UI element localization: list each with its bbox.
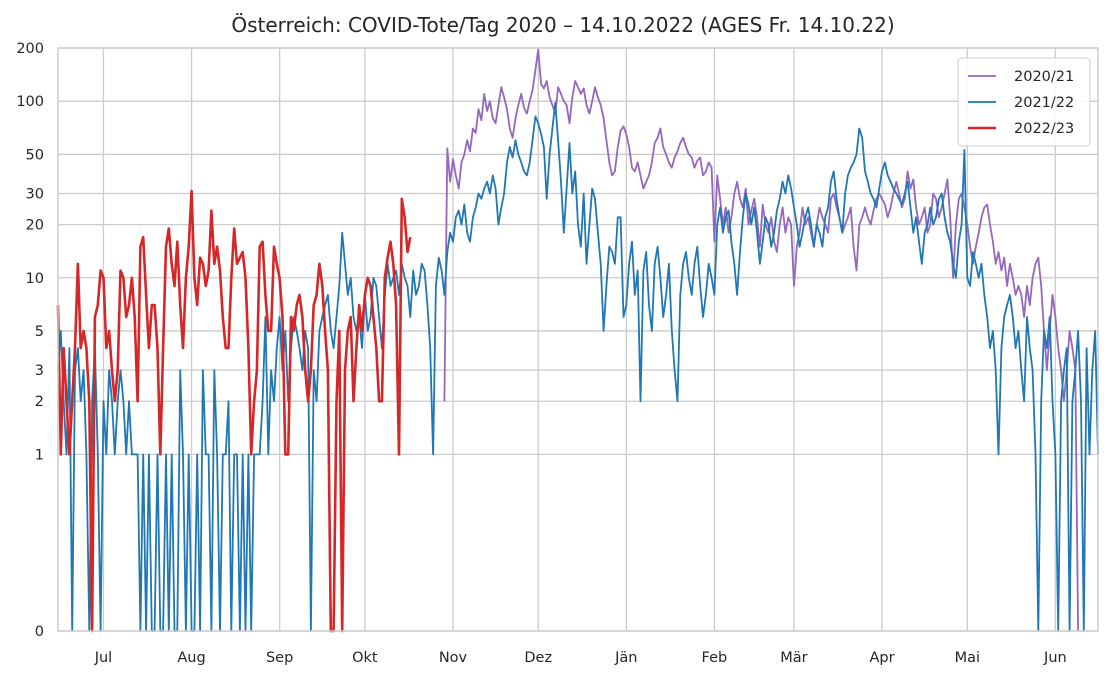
y-tick-label: 3 <box>35 363 44 379</box>
x-tick-label: Jul <box>94 650 113 666</box>
y-tick-label: 0 <box>35 624 44 640</box>
x-tick-label: Feb <box>702 650 728 666</box>
legend: 2020/21 2021/22 2022/23 <box>957 57 1091 147</box>
x-tick-label: Jun <box>1043 650 1067 666</box>
y-tick-label: 200 <box>16 41 44 57</box>
x-tick-label: Dez <box>524 650 552 666</box>
y-tick-label: 10 <box>26 271 44 287</box>
legend-label: 2022/23 <box>1014 121 1074 137</box>
y-tick-label: 50 <box>26 147 44 163</box>
y-axis-ticks: 0 1 2 3 5 10 20 30 50 100 200 <box>16 41 44 640</box>
legend-box <box>957 57 1091 147</box>
x-axis-ticks: Jul Aug Sep Okt Nov Dez Jän Feb Mär Apr Mai Jun <box>94 650 1067 666</box>
x-tick-label: Jän <box>614 650 637 666</box>
legend-label: 2020/21 <box>1014 69 1074 85</box>
x-tick-label: Okt <box>352 650 378 666</box>
legend-label: 2021/22 <box>1014 95 1074 111</box>
x-tick-label: Mai <box>955 650 980 666</box>
x-tick-label: Mär <box>780 650 807 666</box>
chart-title: Österreich: COVID-Tote/Tag 2020 – 14.10.… <box>231 13 894 37</box>
x-tick-label: Aug <box>177 650 205 666</box>
series-line-2022-23 <box>56 189 412 633</box>
y-tick-label: 100 <box>16 94 44 110</box>
y-tick-label: 30 <box>26 187 44 203</box>
x-tick-label: Apr <box>869 650 894 666</box>
x-tick-label: Sep <box>266 650 293 666</box>
y-tick-label: 20 <box>26 218 44 234</box>
plot-frame <box>57 47 1099 632</box>
y-tick-label: 2 <box>35 394 44 410</box>
y-tick-label: 5 <box>35 324 44 340</box>
y-tick-label: 1 <box>35 447 44 463</box>
x-tick-label: Nov <box>439 650 468 666</box>
